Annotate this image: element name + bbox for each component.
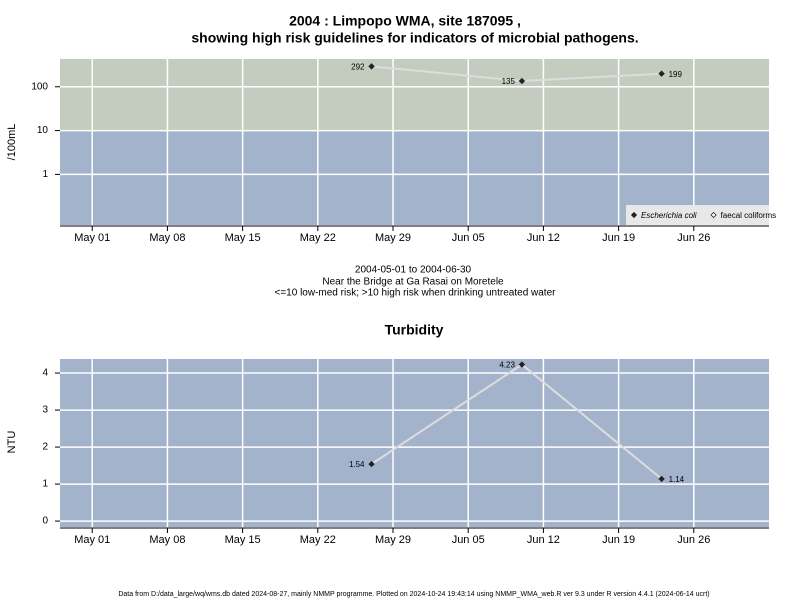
x-tick-label: May 22: [300, 232, 336, 244]
data-label: 292: [351, 62, 365, 71]
y-tick-label: 1: [42, 479, 48, 490]
data-label: 1.14: [669, 475, 685, 484]
y-tick-label: 10: [37, 125, 49, 136]
x-tick-label: May 15: [225, 534, 261, 546]
chart-title: 2004 : Limpopo WMA, site 187095 ,: [289, 13, 521, 29]
y-tick-label: 2: [42, 442, 48, 453]
x-tick-label: May 08: [149, 534, 185, 546]
annotation: <=10 low-med risk; >10 high risk when dr…: [275, 288, 557, 299]
x-tick-label: Jun 19: [602, 232, 635, 244]
legend-box: [626, 205, 769, 225]
x-tick-label: May 22: [300, 534, 336, 546]
y-axis-label: NTU: [6, 431, 18, 454]
x-tick-label: May 15: [225, 232, 261, 244]
plot-background: [60, 359, 769, 527]
y-tick-label: 3: [42, 405, 48, 416]
y-axis-label: /100mL: [6, 124, 18, 161]
data-point: [658, 70, 665, 77]
x-tick-label: May 01: [74, 232, 110, 244]
annotation: Near the Bridge at Ga Rasai on Moretele: [322, 277, 504, 288]
x-tick-label: Jun 12: [527, 534, 560, 546]
x-tick-label: Jun 05: [452, 534, 485, 546]
data-label: 4.23: [499, 361, 515, 370]
legend-label: faecal coliforms: [721, 211, 777, 220]
y-tick-label: 100: [31, 81, 48, 92]
x-tick-label: Jun 12: [527, 232, 560, 244]
x-tick-label: May 29: [375, 232, 411, 244]
data-label: 1.54: [349, 460, 365, 469]
y-tick-label: 0: [42, 516, 48, 527]
data-point: [658, 475, 665, 483]
x-tick-label: Jun 26: [677, 232, 710, 244]
x-tick-label: May 01: [74, 534, 110, 546]
y-tick-label: 4: [42, 368, 48, 379]
x-tick-label: Jun 26: [677, 534, 710, 546]
footer: Data from D:/data_large/wq/wms.db dated …: [118, 591, 709, 598]
chart-subtitle: showing high risk guidelines for indicat…: [191, 30, 638, 46]
data-point: [518, 77, 526, 85]
annotation: 2004-05-01 to 2004-06-30: [355, 265, 472, 276]
legend-marker: [710, 211, 717, 219]
legend-label: Escherichia coli: [641, 211, 697, 220]
data-point: [518, 361, 526, 368]
x-tick-label: Jun 19: [602, 534, 635, 546]
x-tick-label: May 08: [149, 232, 185, 244]
data-label: 199: [669, 70, 683, 79]
x-tick-label: May 29: [375, 534, 411, 546]
data-label: 135: [502, 77, 516, 86]
legend-marker: [630, 211, 638, 219]
data-point: [368, 63, 375, 70]
x-tick-label: Jun 05: [452, 232, 485, 244]
chart-title: Turbidity: [385, 322, 444, 338]
data-point: [368, 460, 375, 468]
y-tick-label: 1: [42, 169, 48, 180]
